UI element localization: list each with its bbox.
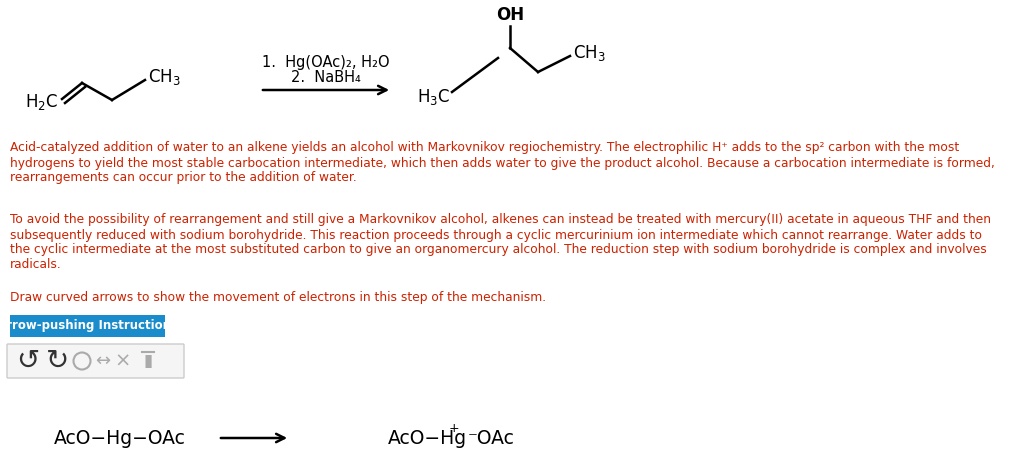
Text: ↻: ↻ [46,347,70,375]
Text: $\mathsf{CH_3}$: $\mathsf{CH_3}$ [148,67,181,87]
Text: the cyclic intermediate at the most substituted carbon to give an organomercury : the cyclic intermediate at the most subs… [10,243,987,256]
Text: Acid-catalyzed addition of water to an alkene yields an alcohol with Markovnikov: Acid-catalyzed addition of water to an a… [10,141,960,154]
FancyBboxPatch shape [7,344,184,378]
Text: ×: × [115,351,131,371]
Text: hydrogens to yield the most stable carbocation intermediate, which then adds wat: hydrogens to yield the most stable carbo… [10,156,995,169]
Text: subsequently reduced with sodium borohydride. This reaction proceeds through a c: subsequently reduced with sodium borohyd… [10,228,982,241]
Text: AcO−Hg: AcO−Hg [388,429,467,447]
Text: AcO−Hg−OAc: AcO−Hg−OAc [55,429,186,447]
Text: $\mathsf{H_3C}$: $\mathsf{H_3C}$ [417,87,450,107]
Text: $\mathsf{CH_3}$: $\mathsf{CH_3}$ [573,43,606,63]
Text: 2.  NaBH₄: 2. NaBH₄ [291,71,361,86]
Text: $\mathsf{H_2C}$: $\mathsf{H_2C}$ [25,92,58,112]
Text: radicals.: radicals. [10,258,62,271]
Text: rearrangements can occur prior to the addition of water.: rearrangements can occur prior to the ad… [10,171,357,184]
Text: ▮: ▮ [143,352,153,370]
Text: OH: OH [496,6,524,24]
Text: To avoid the possibility of rearrangement and still give a Markovnikov alcohol, : To avoid the possibility of rearrangemen… [10,213,991,227]
Text: 1.  Hg(OAc)₂, H₂O: 1. Hg(OAc)₂, H₂O [263,54,390,70]
Text: +: + [449,423,460,436]
Text: Arrow-pushing Instructions: Arrow-pushing Instructions [0,320,178,332]
Text: Draw curved arrows to show the movement of electrons in this step of the mechani: Draw curved arrows to show the movement … [10,292,546,305]
Text: ↺: ↺ [16,347,39,375]
FancyBboxPatch shape [10,315,165,337]
Text: ⁻OAc: ⁻OAc [468,429,515,447]
Text: ↔: ↔ [95,352,110,370]
